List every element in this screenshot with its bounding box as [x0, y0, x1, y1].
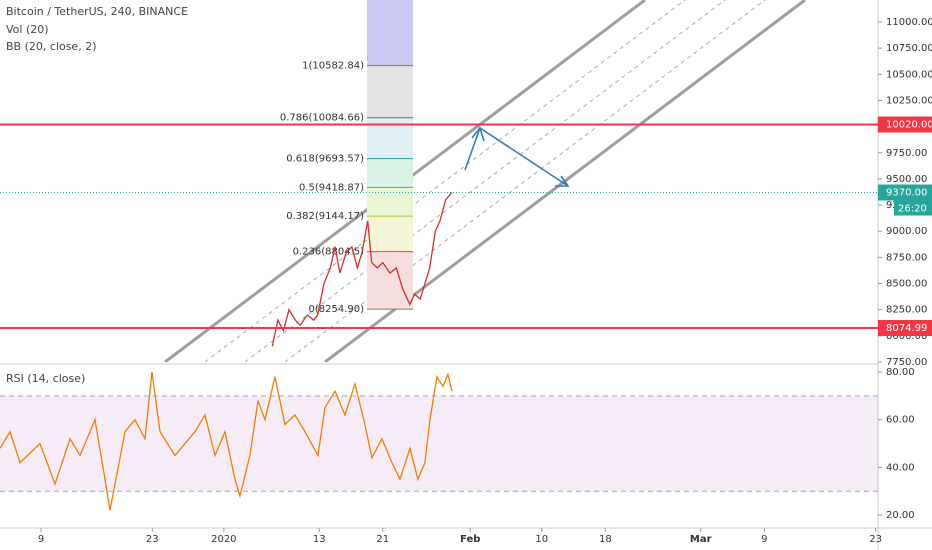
y-tick-label: 8500.00	[886, 279, 927, 290]
price-marker-label: 9370.00	[886, 188, 927, 199]
price-line	[271, 192, 453, 347]
y-tick-label: 10500.00	[886, 69, 932, 80]
fib-label: 0(8254.90)	[308, 304, 364, 315]
fib-zone	[367, 158, 413, 188]
fib-label: 0.5(9418.87)	[299, 182, 364, 193]
x-tick-label: 23	[869, 534, 882, 545]
y-tick-label: 9500.00	[886, 174, 927, 185]
y-tick-label: 80.00	[886, 367, 915, 378]
indicator-legend: BB (20, close, 2)	[6, 40, 97, 53]
price-line	[0, 371, 453, 511]
fib-label: 0.236(8804.5)	[293, 247, 365, 258]
x-tick-label: 13	[313, 534, 326, 545]
y-tick-label: 40.00	[886, 462, 915, 473]
rsi-title: RSI (14, close)	[6, 372, 85, 385]
x-tick-label: 18	[599, 534, 612, 545]
fib-zone	[367, 0, 413, 66]
y-tick-label: 10750.00	[886, 43, 932, 54]
price-marker	[878, 116, 932, 133]
x-tick-label: 21	[376, 534, 389, 545]
indicator-legend: Vol (20)	[6, 23, 49, 36]
x-tick-label: 10	[535, 534, 548, 545]
fib-zone	[367, 187, 413, 217]
y-tick-label: 60.00	[886, 415, 915, 426]
y-tick-label: 11000.00	[886, 17, 932, 28]
fib-label: 0.618(9693.57)	[286, 154, 364, 165]
y-tick-label: 8750.00	[886, 252, 927, 263]
fib-zone	[367, 65, 413, 118]
arrow-head	[471, 126, 485, 142]
x-tick-label: 9	[761, 534, 767, 545]
fib-zone	[367, 251, 413, 310]
x-tick-label: 23	[146, 534, 159, 545]
y-tick-label: 9750.00	[886, 148, 927, 159]
rsi-band	[0, 395, 878, 492]
fib-label: 1(10582.84)	[302, 61, 364, 72]
countdown-box	[894, 200, 932, 216]
fib-label: 0.786(10084.66)	[280, 113, 364, 124]
x-tick-label: Mar	[690, 534, 712, 545]
fib-zone	[367, 216, 413, 252]
main-pane: 1(10582.84) 0.786(10084.66) 0.618(9693.57)…	[164, 0, 806, 362]
y-tick-label: 9000.00	[886, 226, 927, 237]
price-marker-label: 10020.00	[886, 120, 932, 131]
y-tick-label: 8250.00	[886, 305, 927, 316]
arrow-head	[555, 175, 570, 187]
x-tick-label: 2020	[211, 534, 236, 545]
price-marker	[878, 319, 932, 336]
price-marker-label: 8074.99	[886, 323, 927, 334]
symbol-title: Bitcoin / TetherUS, 240, BINANCE	[6, 5, 188, 18]
y-tick-label: 7750.00	[886, 357, 927, 368]
fib-label: 0.382(9144.17)	[286, 211, 364, 222]
price-marker	[878, 184, 932, 201]
countdown: 26:20	[898, 204, 927, 215]
x-tick-label: Feb	[460, 534, 480, 545]
y-tick-label: 8000.00	[886, 331, 927, 342]
y-tick-label: 10250.00	[886, 95, 932, 106]
arrows	[464, 126, 570, 187]
x-tick-label: 9	[38, 534, 44, 545]
y-tick-label: 20.00	[886, 510, 915, 521]
